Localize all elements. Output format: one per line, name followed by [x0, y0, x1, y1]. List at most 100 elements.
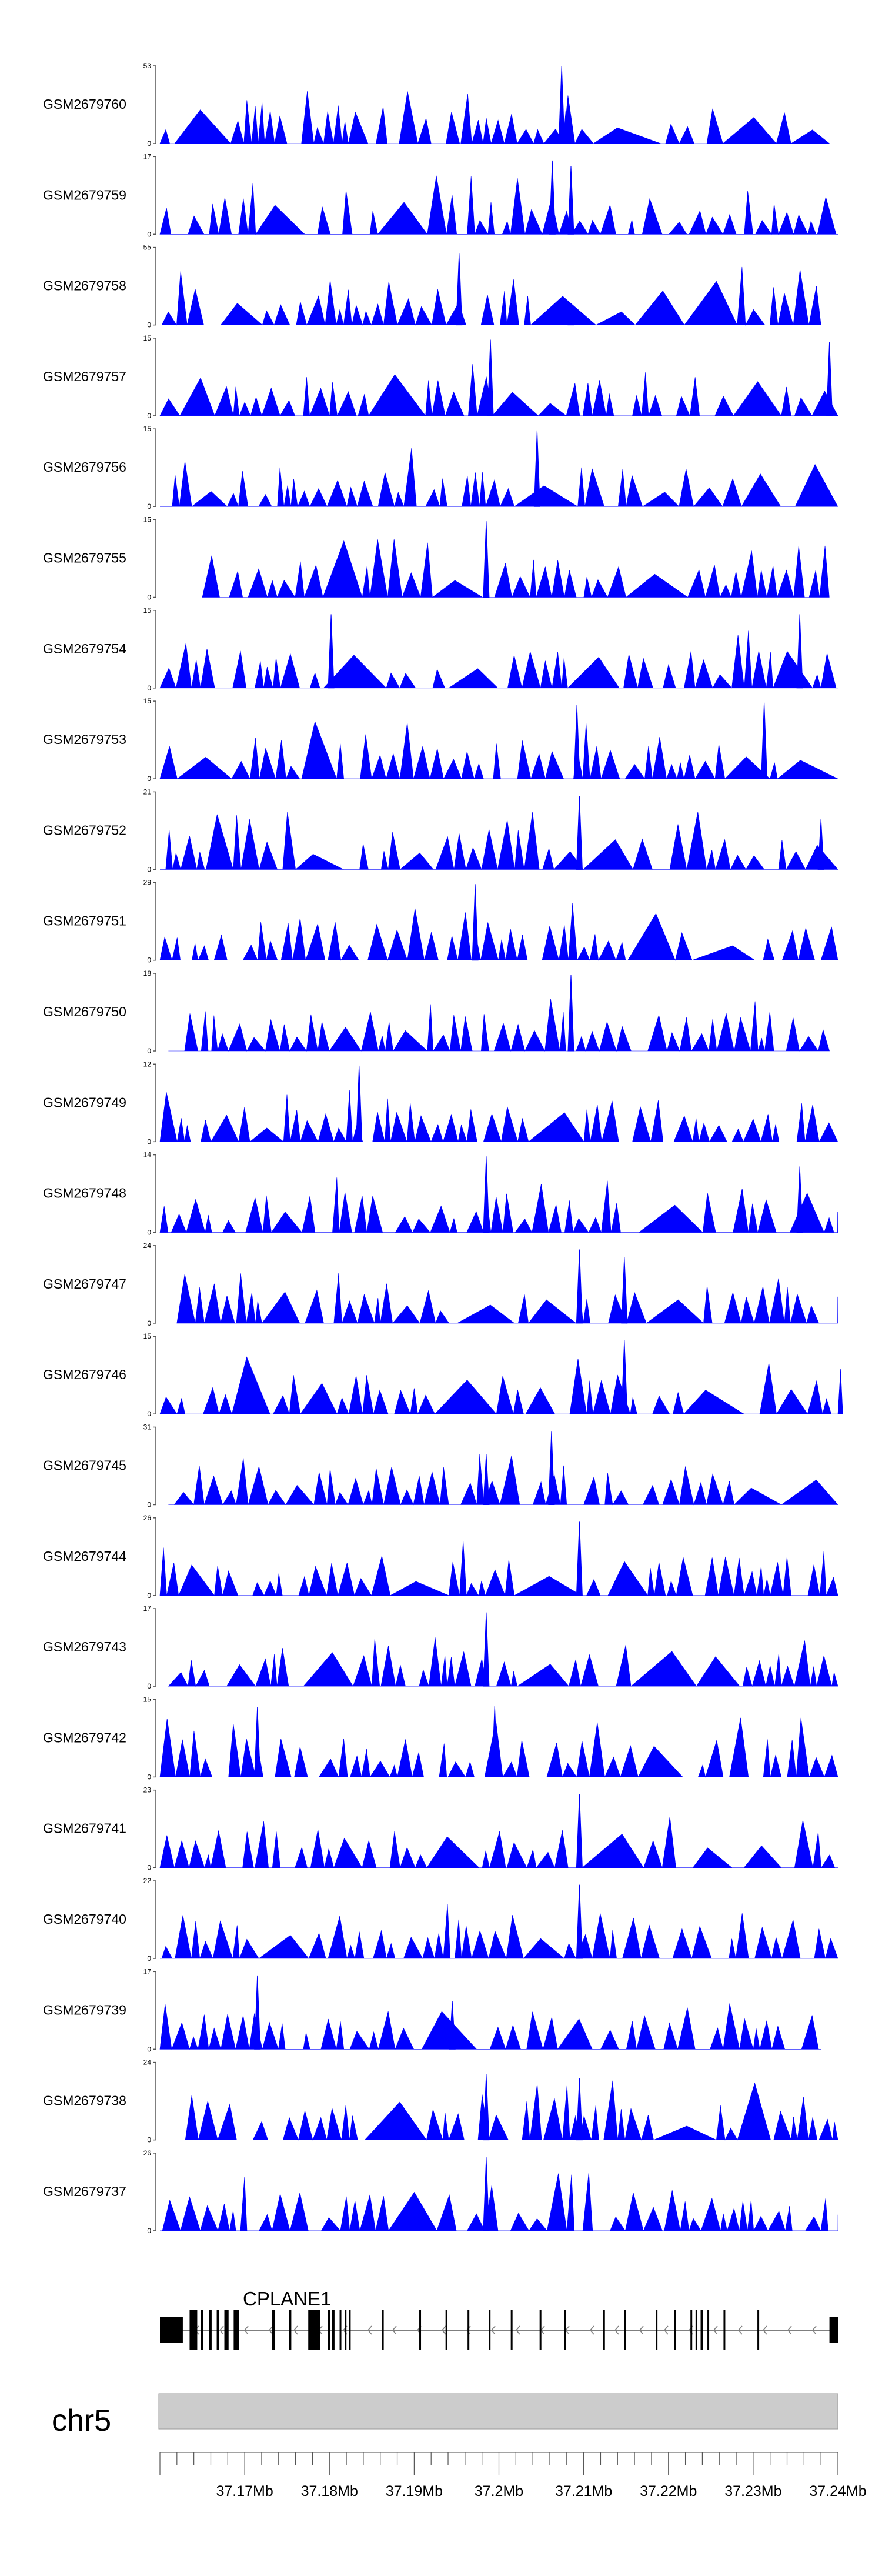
exon-block [829, 2317, 838, 2343]
coverage-area [160, 448, 838, 508]
coverage-track: GSM2679758 55 0 [43, 243, 821, 329]
y-min-label: 0 [147, 1047, 151, 1055]
exon-block [624, 2310, 626, 2350]
y-min-label: 0 [147, 321, 151, 329]
exon-block [160, 2317, 183, 2343]
coverage-peak [562, 111, 569, 144]
track-label: GSM2679742 [43, 1730, 126, 1745]
exon-block [332, 2310, 335, 2350]
track-label: GSM2679740 [43, 1911, 126, 1927]
coverage-track: GSM2679741 23 0 [43, 1786, 838, 1872]
coverage-track: GSM2679754 15 0 [43, 606, 838, 692]
coverage-peak [483, 1156, 490, 1233]
coverage-area [159, 1540, 838, 1596]
y-max-label: 24 [143, 2058, 152, 2067]
y-min-label: 0 [147, 1954, 151, 1963]
coverage-peak [796, 1166, 803, 1233]
track-label: GSM2679755 [43, 550, 126, 566]
exon-block [419, 2310, 422, 2350]
coverage-area [160, 1904, 838, 1960]
coverage-peak [576, 1249, 583, 1324]
x-tick-label: 37.22Mb [640, 2483, 697, 2500]
y-min-label: 0 [147, 230, 151, 238]
exon-block [489, 2310, 491, 2350]
strand-chevron [663, 2325, 669, 2335]
exon-block [382, 2310, 384, 2350]
coverage-area [160, 266, 821, 326]
coverage-track: GSM2679744 26 0 [43, 1514, 838, 1600]
track-label: GSM2679754 [43, 641, 126, 656]
exon-block [757, 2310, 760, 2350]
y-min-label: 0 [147, 2227, 151, 2235]
exon-block [272, 2310, 276, 2350]
coverage-peak [567, 975, 574, 1052]
y-max-label: 23 [143, 1786, 152, 1794]
track-label: GSM2679750 [43, 1004, 126, 1019]
track-label: GSM2679751 [43, 913, 126, 929]
track-label: GSM2679747 [43, 1276, 126, 1292]
coverage-peak [796, 614, 803, 689]
coverage-peak [533, 430, 540, 507]
coverage-track: GSM2679738 24 0 [43, 2058, 838, 2144]
exon-block [564, 2310, 566, 2350]
y-min-label: 0 [147, 2045, 151, 2053]
track-label: GSM2679748 [43, 1186, 126, 1201]
y-min-label: 0 [147, 1682, 151, 1690]
coverage-track: GSM2679755 15 0 [43, 516, 830, 602]
coverage-track: GSM2679760 53 0 [43, 62, 830, 148]
y-max-label: 22 [143, 1877, 152, 1885]
y-min-label: 0 [147, 865, 151, 873]
strand-chevron [367, 2325, 372, 2335]
coverage-peak [549, 160, 556, 235]
y-max-label: 17 [143, 1604, 152, 1613]
coverage-peak [483, 2157, 490, 2231]
strand-chevron [811, 2325, 817, 2335]
coverage-track: GSM2679747 24 0 [43, 1242, 838, 1327]
gene-model-track: CPLANE1 [160, 2288, 838, 2350]
coverage-area [159, 91, 830, 145]
coverage-track: GSM2679740 22 0 [43, 1877, 838, 1963]
track-label: GSM2679752 [43, 822, 126, 837]
coverage-peak [576, 1884, 583, 1959]
coverage-peak [558, 65, 565, 144]
coverage-area [159, 1816, 838, 1868]
track-label: GSM2679749 [43, 1095, 126, 1110]
exon-block [349, 2310, 351, 2350]
strand-chevron [787, 2325, 792, 2335]
strand-chevron [268, 2325, 273, 2335]
coverage-track: GSM2679757 15 0 [43, 334, 838, 420]
track-label: GSM2679744 [43, 1549, 126, 1564]
x-tick-label: 37.19Mb [386, 2483, 443, 2500]
strand-chevron [713, 2325, 718, 2335]
y-max-label: 12 [143, 1060, 152, 1068]
chromosome-band [158, 2393, 838, 2430]
track-label: GSM2679757 [43, 369, 126, 384]
y-max-label: 15 [143, 697, 152, 705]
y-min-label: 0 [147, 956, 151, 965]
y-max-label: 24 [143, 1242, 152, 1250]
coverage-peak [456, 253, 463, 326]
exon-block [674, 2310, 676, 2350]
exon-block [216, 2310, 219, 2350]
x-tick-label: 37.2Mb [475, 2483, 523, 2500]
y-max-label: 15 [143, 1332, 152, 1340]
coverage-peak [573, 705, 580, 779]
coverage-track: GSM2679753 15 0 [43, 697, 838, 783]
coverage-peak [621, 1257, 628, 1324]
exon-block [539, 2310, 542, 2350]
track-label: GSM2679745 [43, 1458, 126, 1473]
track-label: GSM2679753 [43, 732, 126, 747]
coverage-area [160, 812, 838, 870]
coverage-area [185, 2080, 838, 2141]
coverage-peak [576, 2077, 583, 2141]
track-label: GSM2679756 [43, 459, 126, 475]
y-max-label: 15 [143, 516, 152, 524]
chromosome-ideogram: chr5 [52, 2393, 838, 2438]
coverage-area [159, 1090, 838, 1143]
exon-block [308, 2310, 320, 2350]
coverage-peak [567, 308, 574, 326]
y-min-label: 0 [147, 1591, 151, 1600]
track-label: GSM2679738 [43, 2093, 126, 2108]
y-max-label: 29 [143, 879, 152, 887]
